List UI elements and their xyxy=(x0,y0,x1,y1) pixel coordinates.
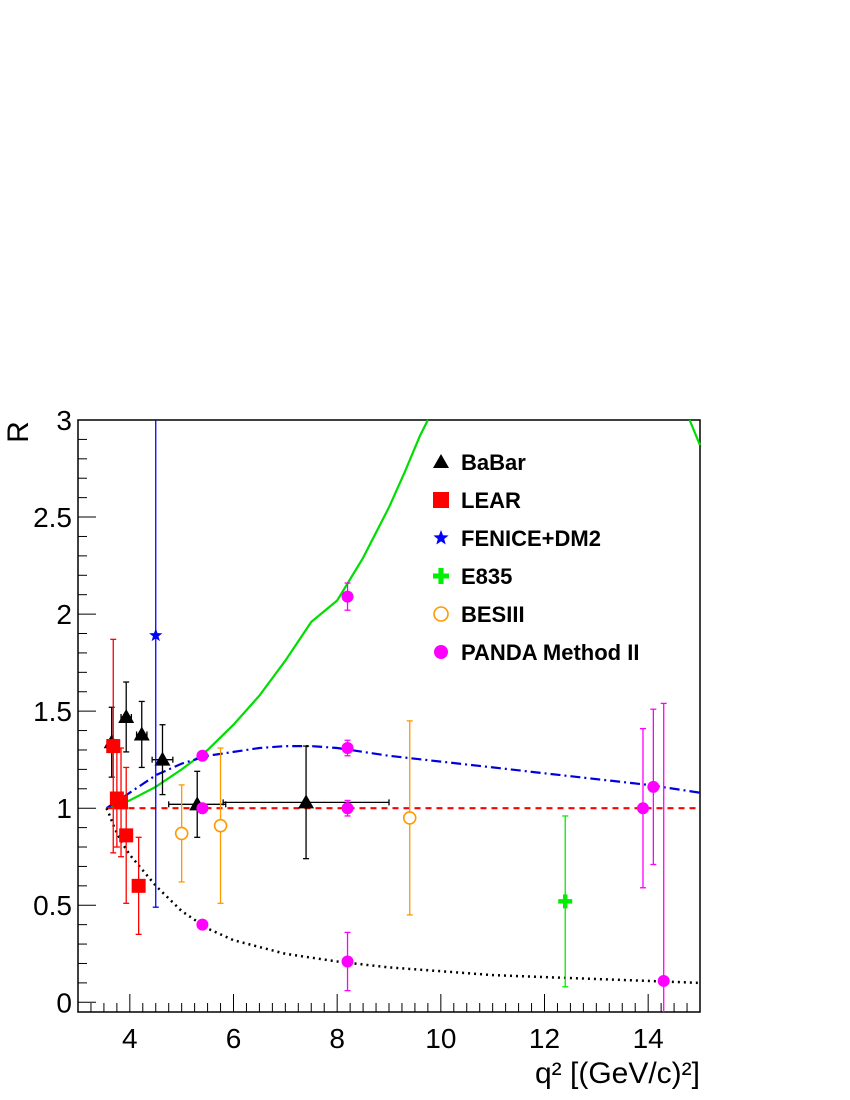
panda-point xyxy=(341,955,354,968)
blue-curve-path xyxy=(105,745,701,810)
x-tick-label: 14 xyxy=(633,1023,664,1054)
y-tick-label: 2 xyxy=(56,599,72,630)
y-axis-title: R xyxy=(2,421,35,443)
babar-point xyxy=(154,751,171,766)
e835-point xyxy=(558,894,573,909)
y-tick-label: 0.5 xyxy=(33,890,72,921)
panda-point xyxy=(647,780,660,793)
panda-point xyxy=(341,742,354,755)
lear-point xyxy=(131,878,146,893)
panda-point xyxy=(341,802,354,815)
x-tick-label: 10 xyxy=(425,1023,456,1054)
babar-point xyxy=(298,794,315,809)
y-tick-label: 1.5 xyxy=(33,696,72,727)
fenice-point xyxy=(149,628,163,642)
legend-label-fenice: FENICE+DM2 xyxy=(461,526,601,551)
x-tick-label: 6 xyxy=(226,1023,242,1054)
black-curve-path xyxy=(105,807,701,985)
y-tick-label: 0 xyxy=(56,987,72,1018)
legend-marker-panda xyxy=(434,645,448,659)
babar-point xyxy=(133,726,150,741)
besiii-point xyxy=(174,826,189,841)
legend-marker-babar xyxy=(433,454,449,468)
green-curve-path xyxy=(106,419,429,810)
green-curve-path xyxy=(688,419,702,446)
x-axis-title: q² [(GeV/c)²] xyxy=(535,1057,700,1090)
legend: BaBar LEAR FENICE+DM2 E835 BESIII PANDA Metho… xyxy=(433,450,639,665)
legend-label-lear: LEAR xyxy=(461,488,521,513)
panda-point xyxy=(341,590,354,603)
legend-marker-e835 xyxy=(433,568,449,584)
panda-point xyxy=(196,918,209,931)
legend-label-e835: E835 xyxy=(461,564,512,589)
legend-marker-lear xyxy=(433,492,449,508)
legend-marker-besiii xyxy=(433,606,449,622)
model-curves xyxy=(105,419,702,985)
y-tick-label: 1 xyxy=(56,793,72,824)
x-tick-label: 4 xyxy=(122,1023,138,1054)
panda-point xyxy=(636,802,649,815)
lear-point xyxy=(106,739,121,754)
besiii-point xyxy=(402,811,417,825)
y-tick-label: 3 xyxy=(56,405,72,436)
data-points xyxy=(103,420,670,1012)
legend-label-panda: PANDA Method II xyxy=(461,640,639,665)
panda-point xyxy=(196,802,209,815)
legend-label-babar: BaBar xyxy=(461,450,526,475)
lear-point xyxy=(119,828,134,843)
lear-point xyxy=(114,795,129,810)
legend-label-besiii: BESIII xyxy=(461,602,525,627)
legend-marker-fenice xyxy=(433,530,449,545)
besiii-point xyxy=(213,818,228,833)
babar-point xyxy=(118,708,135,723)
panda-point xyxy=(657,974,670,987)
axis-ticks: 4 6 8 10 12 14 0 0.5 1 1.5 2 2.5 3 xyxy=(33,405,701,1054)
x-tick-label: 12 xyxy=(529,1023,560,1054)
x-tick-label: 8 xyxy=(329,1023,345,1054)
y-tick-label: 2.5 xyxy=(33,502,72,533)
panda-point xyxy=(196,749,209,762)
